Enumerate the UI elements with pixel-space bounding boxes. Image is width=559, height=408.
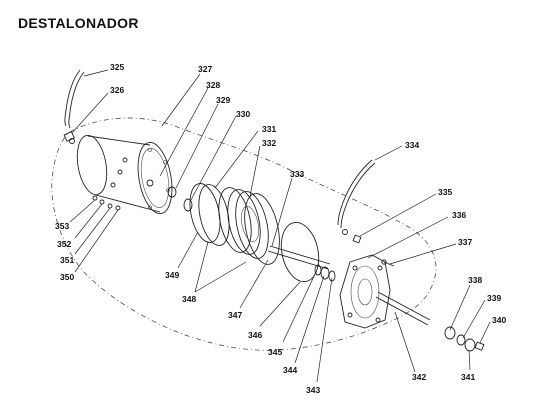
hose-325-b (69, 72, 84, 128)
label-335: 335 (438, 187, 452, 197)
label-342: 342 (412, 372, 426, 382)
label-347: 347 (228, 310, 242, 320)
bolt-335 (353, 235, 361, 243)
label-350: 350 (60, 272, 74, 282)
label-337: 337 (458, 237, 472, 247)
label-346: 346 (248, 330, 262, 340)
label-336: 336 (452, 210, 466, 220)
label-345: 345 (268, 347, 282, 357)
label-351: 351 (60, 255, 74, 265)
label-353: 353 (55, 221, 69, 231)
label-349: 349 (165, 270, 179, 280)
label-334: 334 (405, 140, 419, 150)
label-352: 352 (57, 239, 71, 249)
nut-assembly-338-341 (445, 327, 484, 351)
label-325: 325 (110, 62, 124, 72)
label-332: 332 (262, 138, 276, 148)
label-333: 333 (290, 169, 304, 179)
label-329: 329 (216, 95, 230, 105)
leader-lines (70, 70, 490, 382)
label-343: 343 (306, 385, 320, 395)
part-330 (184, 199, 192, 211)
assembly-outline (52, 118, 436, 350)
label-344: 344 (283, 365, 297, 375)
cylinder-327 (73, 133, 177, 216)
part-labels: 325 326 327 328 329 330 331 332 333 334 … (55, 62, 506, 395)
fitting-334 (343, 230, 348, 235)
fitting-326 (64, 132, 74, 144)
label-339: 339 (487, 293, 501, 303)
end-cap-336 (340, 255, 390, 328)
label-338: 338 (468, 275, 482, 285)
label-330: 330 (236, 109, 250, 119)
fitting-328 (147, 180, 153, 186)
label-341: 341 (461, 372, 475, 382)
piston-rings (185, 181, 285, 268)
label-327: 327 (198, 64, 212, 74)
label-331: 331 (262, 124, 276, 134)
label-340: 340 (492, 315, 506, 325)
label-326: 326 (110, 85, 124, 95)
screw-337 (382, 260, 394, 266)
rod-342 (268, 246, 330, 269)
label-328: 328 (206, 80, 220, 90)
label-348: 348 (182, 294, 196, 304)
